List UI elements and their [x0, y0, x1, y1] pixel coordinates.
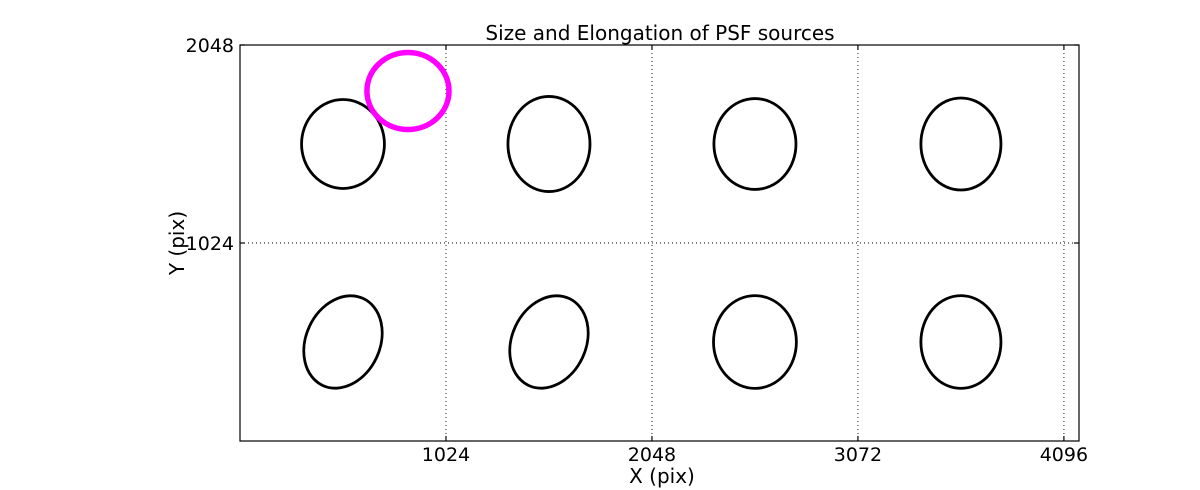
- psf-ellipse: [919, 294, 1003, 390]
- psf-ellipse: [712, 97, 798, 191]
- psf-ellipse: [712, 294, 798, 390]
- psf-ellipse: [506, 95, 592, 193]
- y-tick-label: 1024: [186, 233, 234, 255]
- psf-ellipse: [302, 294, 384, 390]
- highlighted-psf-ellipse: [364, 49, 452, 133]
- axis-ticks: [240, 44, 1079, 441]
- y-axis-label: Y (pix): [165, 211, 189, 276]
- x-tick-label: 4096: [1040, 444, 1088, 466]
- tick-labels: 1024 2048 3072 4096 1024 2048: [186, 35, 1088, 466]
- x-axis-label: X (pix): [629, 464, 695, 488]
- y-tick-label: 2048: [186, 35, 234, 57]
- x-tick-label: 3072: [834, 444, 882, 466]
- x-tick-label: 2048: [628, 444, 676, 466]
- psf-ellipse: [919, 96, 1003, 192]
- chart-title: Size and Elongation of PSF sources: [485, 21, 834, 45]
- psf-ellipse: [300, 98, 386, 190]
- psf-ellipses: [300, 49, 1003, 390]
- psf-ellipse: [508, 294, 590, 390]
- x-tick-label: 1024: [422, 444, 470, 466]
- plot-border: [239, 44, 1080, 442]
- gridlines: [240, 45, 1079, 441]
